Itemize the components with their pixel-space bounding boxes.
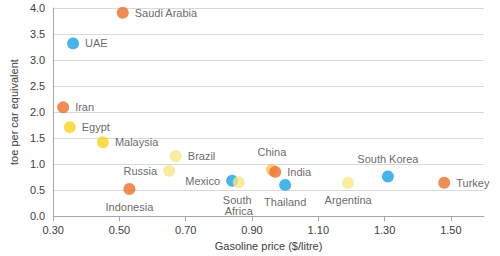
svg-text:Thailand: Thailand: [264, 196, 306, 208]
svg-text:0.30: 0.30: [42, 224, 63, 236]
svg-text:Gasoline price ($/litre): Gasoline price ($/litre): [215, 240, 323, 252]
svg-text:Turkey: Turkey: [456, 177, 490, 189]
svg-text:0.50: 0.50: [109, 224, 130, 236]
svg-text:2.0: 2.0: [30, 106, 45, 118]
svg-text:Russia: Russia: [124, 165, 159, 177]
svg-text:Brazil: Brazil: [188, 150, 216, 162]
svg-text:Egypt: Egypt: [82, 121, 110, 133]
svg-text:China: China: [258, 146, 288, 158]
svg-text:UAE: UAE: [85, 37, 108, 49]
svg-text:Africa: Africa: [225, 205, 254, 217]
svg-text:1.30: 1.30: [374, 224, 395, 236]
svg-text:3.0: 3.0: [30, 54, 45, 66]
svg-text:Saudi Arabia: Saudi Arabia: [135, 7, 198, 19]
svg-text:0.0: 0.0: [30, 210, 45, 222]
svg-text:South: South: [222, 193, 255, 206]
svg-text:1.5: 1.5: [30, 132, 45, 144]
svg-text:Malaysia: Malaysia: [115, 136, 159, 148]
svg-text:0.90: 0.90: [241, 224, 262, 236]
svg-text:3.5: 3.5: [30, 28, 45, 40]
svg-text:Argentina: Argentina: [325, 194, 373, 206]
svg-text:1.50: 1.50: [440, 224, 461, 236]
svg-text:Mexico: Mexico: [185, 175, 220, 187]
svg-text:South Korea: South Korea: [357, 153, 419, 165]
svg-text:2.5: 2.5: [30, 80, 45, 92]
svg-text:1.10: 1.10: [308, 224, 329, 236]
svg-text:India: India: [287, 166, 312, 178]
svg-text:toe per car equivalent: toe per car equivalent: [8, 59, 20, 165]
svg-text:Indonesia: Indonesia: [106, 201, 155, 213]
svg-text:0.5: 0.5: [30, 184, 45, 196]
svg-text:Iran: Iran: [75, 101, 94, 113]
svg-text:4.0: 4.0: [30, 2, 45, 14]
svg-text:0.70: 0.70: [175, 224, 196, 236]
svg-text:1.0: 1.0: [30, 158, 45, 170]
